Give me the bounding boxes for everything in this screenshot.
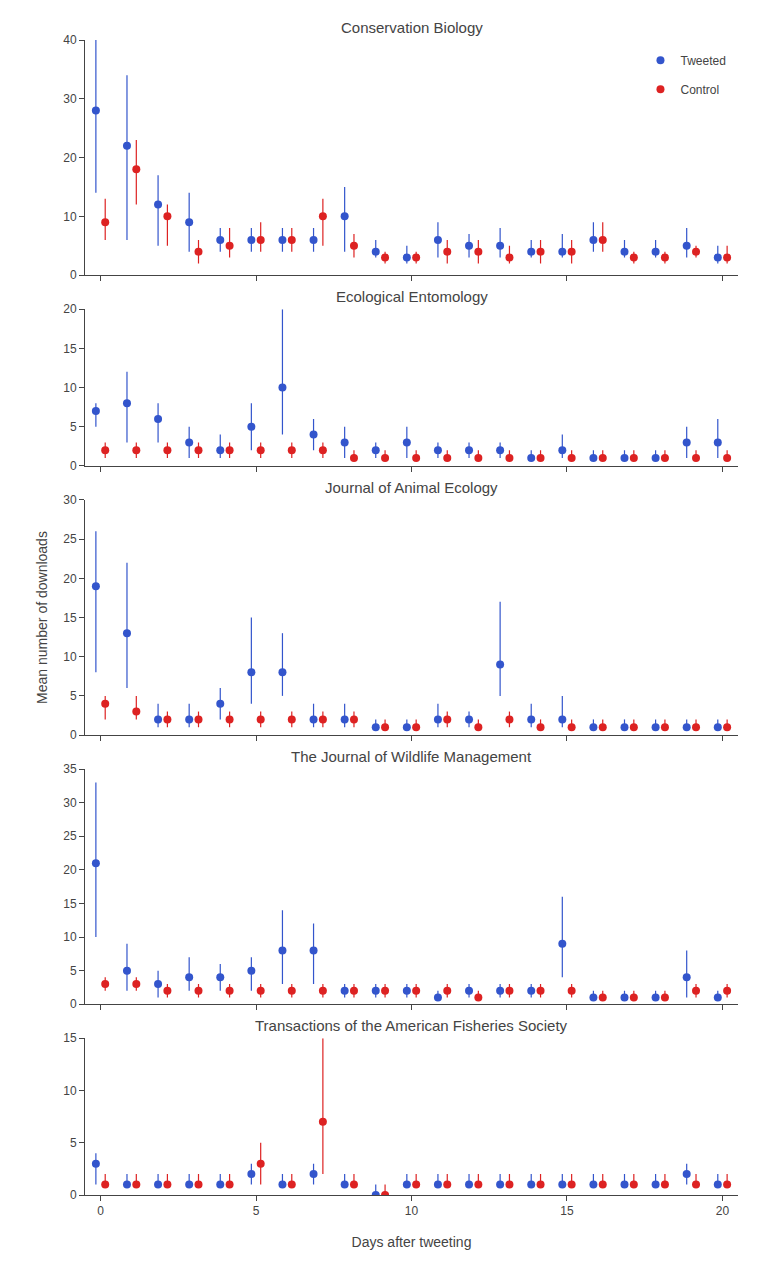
svg-text:20: 20 — [63, 302, 77, 316]
svg-text:10: 10 — [63, 930, 77, 944]
svg-text:25: 25 — [63, 532, 77, 546]
svg-text:20: 20 — [63, 151, 77, 165]
svg-text:30: 30 — [63, 493, 77, 507]
svg-text:20: 20 — [63, 863, 77, 877]
svg-text:Conservation Biology: Conservation Biology — [341, 19, 483, 36]
svg-text:Control: Control — [680, 83, 719, 97]
svg-text:15: 15 — [63, 342, 77, 356]
svg-text:15: 15 — [63, 897, 77, 911]
svg-text:30: 30 — [63, 796, 77, 810]
svg-text:Tweeted: Tweeted — [680, 54, 725, 68]
svg-text:15: 15 — [560, 1204, 574, 1218]
svg-text:0: 0 — [70, 459, 77, 473]
svg-text:0: 0 — [70, 1188, 77, 1202]
svg-text:25: 25 — [63, 829, 77, 843]
svg-text:0: 0 — [70, 728, 77, 742]
svg-text:40: 40 — [63, 33, 77, 47]
svg-text:10: 10 — [405, 1204, 419, 1218]
svg-text:5: 5 — [70, 420, 77, 434]
svg-text:Days after tweeting: Days after tweeting — [352, 1234, 472, 1250]
svg-text:5: 5 — [70, 689, 77, 703]
svg-text:Transactions of the American F: Transactions of the American Fisheries S… — [255, 1017, 568, 1034]
svg-text:0: 0 — [70, 268, 77, 282]
svg-text:0: 0 — [70, 997, 77, 1011]
svg-text:10: 10 — [63, 650, 77, 664]
svg-text:5: 5 — [70, 964, 77, 978]
svg-text:0: 0 — [97, 1204, 104, 1218]
svg-text:The Journal of Wildlife Manage: The Journal of Wildlife Management — [291, 748, 532, 765]
svg-text:Ecological Entomology: Ecological Entomology — [336, 288, 488, 305]
svg-text:10: 10 — [63, 1084, 77, 1098]
svg-text:15: 15 — [63, 1031, 77, 1045]
svg-text:20: 20 — [716, 1204, 730, 1218]
svg-text:5: 5 — [70, 1136, 77, 1150]
svg-text:10: 10 — [63, 210, 77, 224]
svg-text:Journal of Animal Ecology: Journal of Animal Ecology — [325, 479, 498, 496]
svg-text:10: 10 — [63, 381, 77, 395]
svg-text:15: 15 — [63, 611, 77, 625]
svg-text:30: 30 — [63, 92, 77, 106]
svg-text:20: 20 — [63, 572, 77, 586]
svg-text:35: 35 — [63, 762, 77, 776]
svg-text:5: 5 — [253, 1204, 260, 1218]
svg-text:Mean number of downloads: Mean number of downloads — [34, 531, 50, 704]
